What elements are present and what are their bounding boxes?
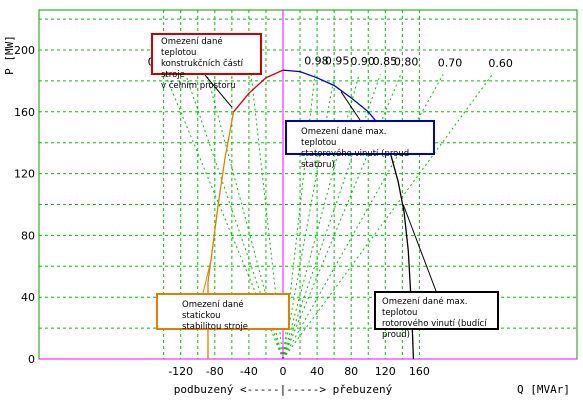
pf-label-overexcited: 0.70 [438, 56, 463, 69]
annotation-leaders [202, 74, 437, 294]
y-tick-label: 120 [14, 168, 35, 181]
annotation-line: konstrukčních částí stroje [161, 59, 243, 80]
annotation-leader [340, 91, 361, 121]
y-tick-label: 80 [21, 229, 35, 242]
x-tick-label: 40 [310, 365, 324, 378]
pf-line [206, 74, 284, 360]
x-tick-label: 160 [409, 365, 430, 378]
pf-label-overexcited: 0.80 [394, 56, 419, 69]
annotation-line: statorového vinutí (proud statoru) [301, 149, 410, 170]
y-tick-label: 200 [14, 44, 35, 57]
x-tick-labels: -120 -80 -40 0 40 80 120 160 [168, 365, 430, 378]
x-tick-label: -40 [240, 365, 258, 378]
annotation-leader [204, 74, 233, 108]
x-tick-label: 80 [344, 365, 358, 378]
annotation-line: Omezení dané statickou [182, 300, 244, 321]
annotation-construction: Omezení dané teplotou konstrukčních část… [151, 33, 262, 91]
annotation-leader [402, 204, 437, 292]
y-axis-label: P [MW] [3, 35, 16, 75]
pf-label-overexcited: 0.98 [304, 55, 329, 68]
x-axis-label: podbuzený <-----|-----> přebuzený [174, 383, 393, 396]
annotation-leader [202, 258, 212, 294]
x-tick-label: 0 [280, 365, 287, 378]
annotation-line: Omezení dané max. teplotou [382, 297, 468, 318]
pf-label-overexcited: 0.95 [325, 55, 350, 68]
pf-label-overexcited: 0.85 [373, 55, 398, 68]
annotation-stator: Omezení dané max. teplotou statorového v… [285, 120, 435, 170]
annotation-line: stabilitou stroje [182, 322, 248, 332]
annotation-rotor: Omezení dané max. teplotou rotorového vi… [374, 291, 499, 340]
y-tick-label: 0 [28, 353, 35, 366]
y-tick-label: 40 [21, 291, 35, 304]
y-tick-label: 160 [14, 106, 35, 119]
x-tick-label: -80 [206, 365, 224, 378]
x-tick-label: 120 [375, 365, 396, 378]
pf-label-overexcited: 0.90 [350, 55, 375, 68]
y-tick-labels: 0 40 80 120 160 200 [14, 44, 35, 366]
annotation-line: Omezení dané teplotou [161, 37, 223, 58]
annotation-stability: Omezení dané statickou stabilitou stroje [156, 293, 290, 332]
pf-line [282, 74, 493, 360]
capability-segment [282, 69, 380, 125]
annotation-line: v čelním prostoru [161, 81, 236, 91]
x-axis-unit: Q [MVAr] [517, 383, 570, 396]
annotation-line: rotorového vinutí (budící proud) [382, 319, 487, 340]
x-tick-label: -120 [168, 365, 193, 378]
annotation-line: Omezení dané max. teplotou [301, 127, 387, 148]
pf-label-overexcited: 0.60 [488, 57, 513, 70]
capability-segment [233, 69, 284, 113]
